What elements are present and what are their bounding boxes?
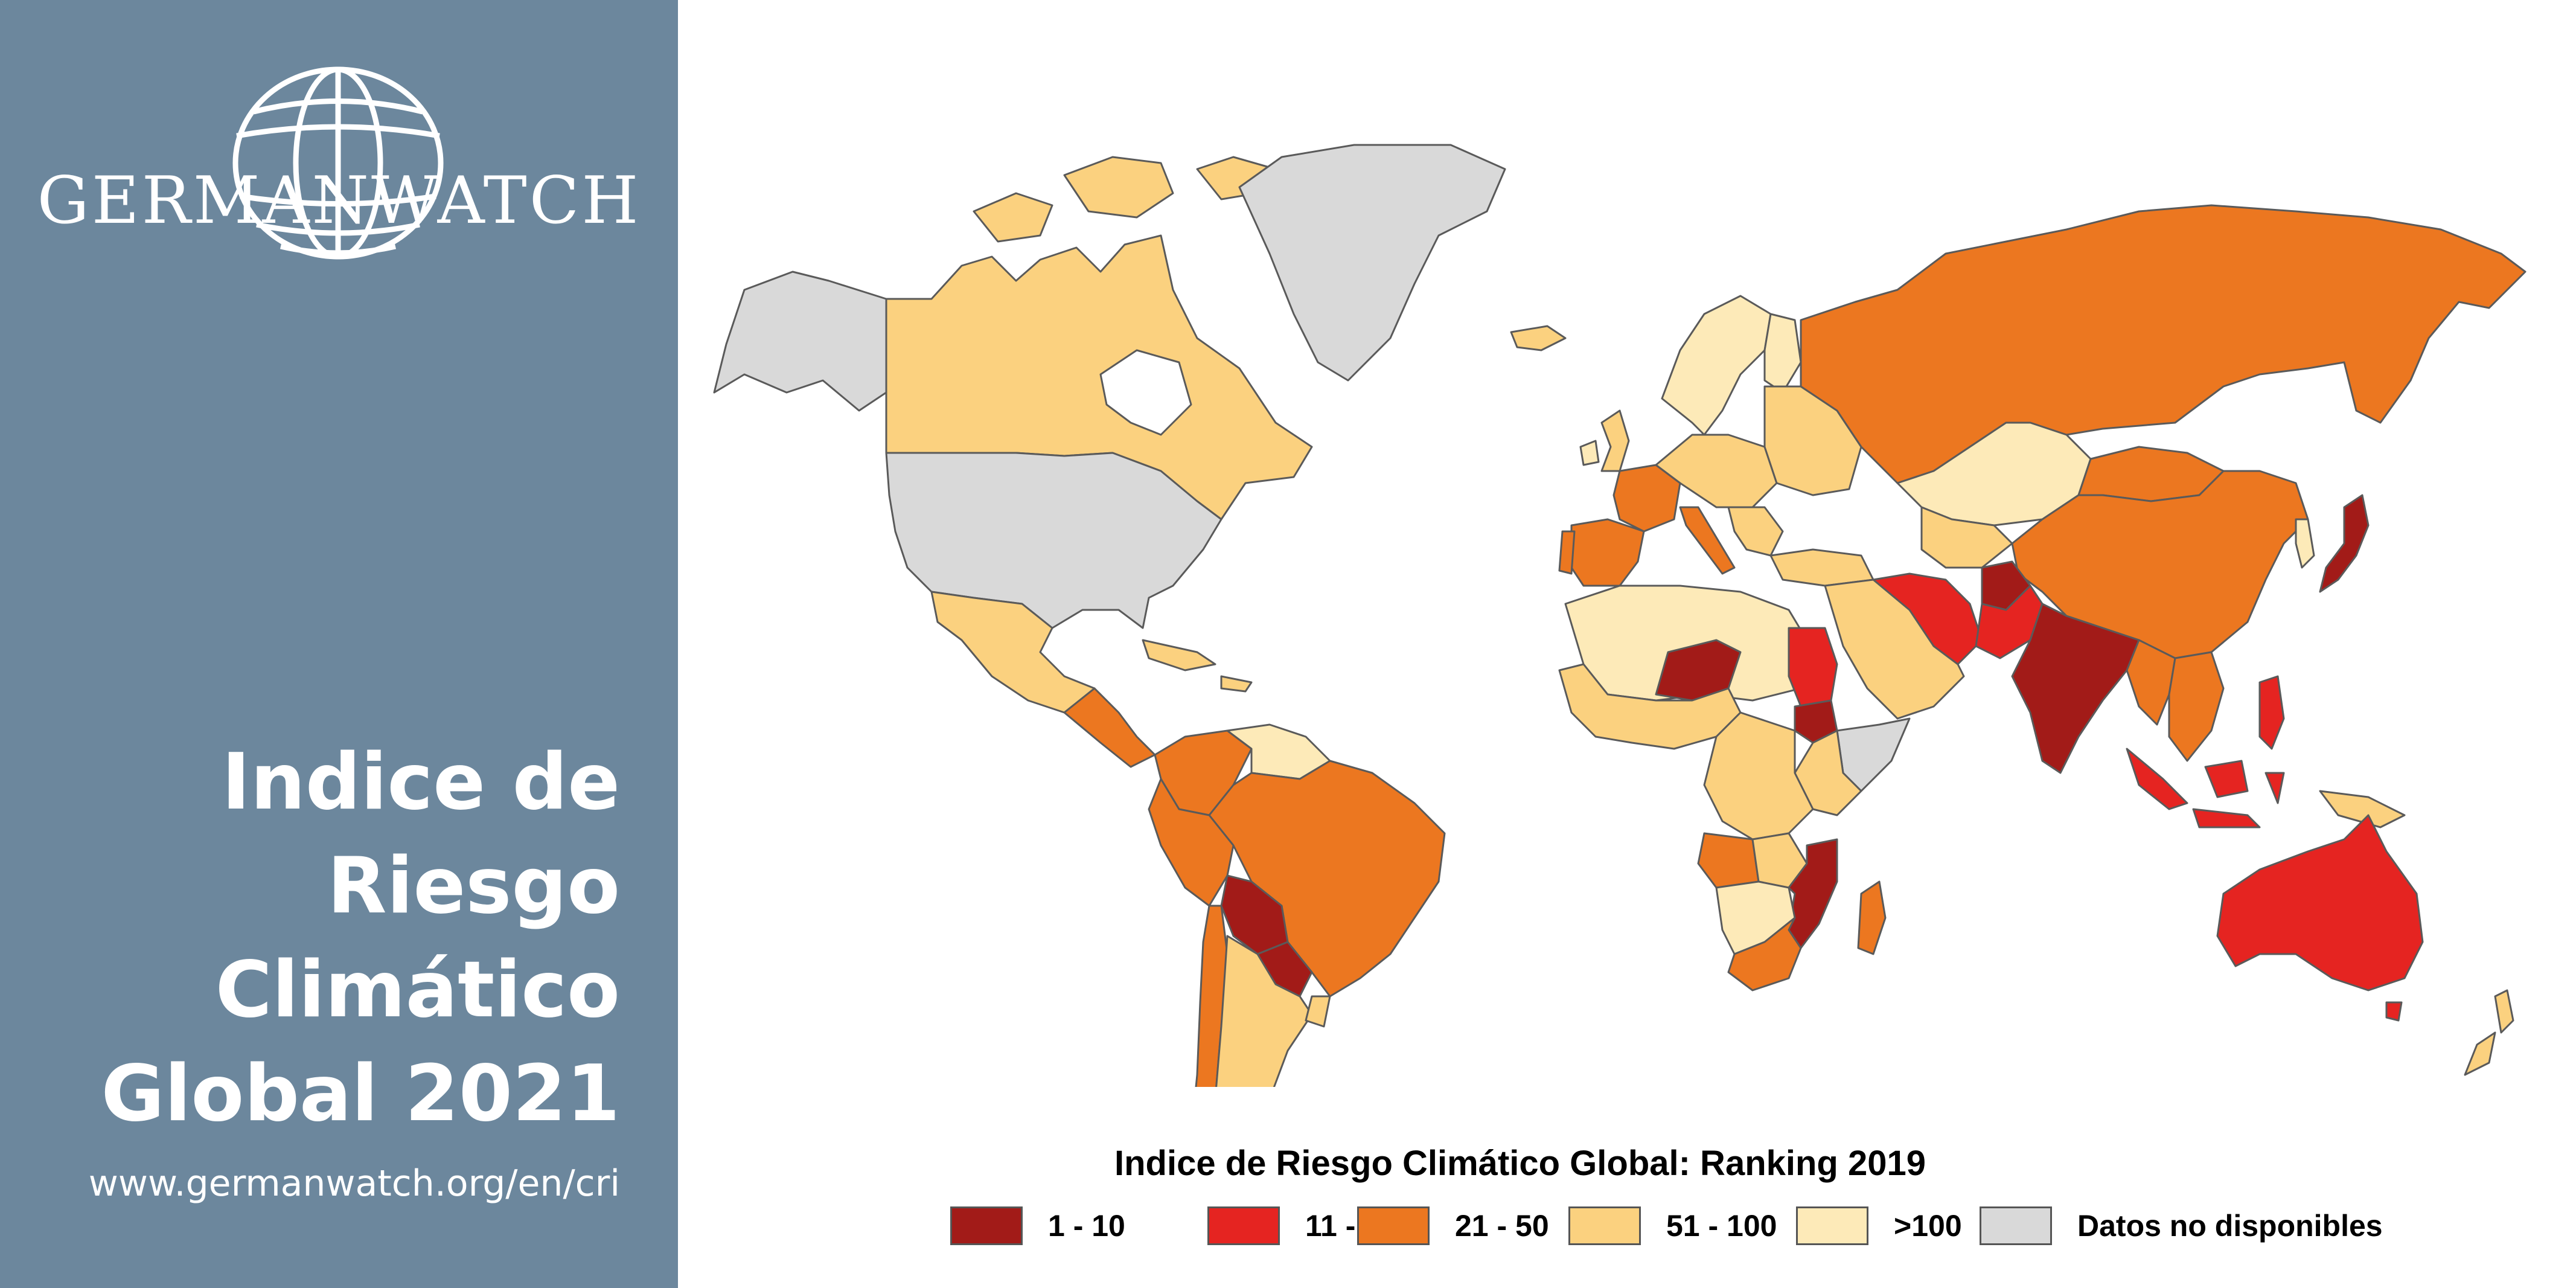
legend-swatch bbox=[1980, 1206, 2052, 1245]
sidebar-panel: GERMANWATCH Indice de Riesgo Climático G… bbox=[0, 0, 678, 1288]
legend-label: >100 bbox=[1894, 1209, 1962, 1243]
region-usa bbox=[885, 452, 1222, 629]
region-japan bbox=[2319, 494, 2370, 593]
region-ireland bbox=[1579, 440, 1600, 466]
region-madagascar bbox=[1857, 880, 1887, 955]
region-iceland bbox=[1510, 325, 1567, 351]
title-line-1: Indice de bbox=[222, 737, 620, 827]
legend-swatch bbox=[1207, 1206, 1280, 1245]
globe-logo-icon bbox=[232, 66, 444, 260]
legend-item: 21 - 50 bbox=[1357, 1206, 1549, 1245]
legend-label: 1 - 10 bbox=[1048, 1209, 1125, 1243]
region-angola bbox=[1697, 832, 1760, 889]
region-argentina bbox=[1215, 935, 1313, 1087]
region-uk bbox=[1600, 409, 1630, 472]
region-finland bbox=[1763, 313, 1802, 394]
legend-label: 51 - 100 bbox=[1666, 1209, 1777, 1243]
legend-item: 1 - 10 bbox=[950, 1206, 1125, 1245]
region-philippines bbox=[2258, 675, 2285, 750]
legend-swatch bbox=[1357, 1206, 1430, 1245]
legend-item: >100 bbox=[1796, 1206, 1962, 1245]
region-balkans bbox=[1727, 506, 1784, 557]
region-central-america bbox=[1063, 687, 1156, 768]
region-sudan bbox=[1788, 627, 1838, 708]
title-line-2: Riesgo bbox=[327, 841, 620, 931]
region-peru bbox=[1148, 778, 1235, 907]
legend-title: Indice de Riesgo Climático Global: Ranki… bbox=[1114, 1144, 1926, 1183]
region-russia bbox=[1800, 204, 2526, 484]
title-line-3: Climático bbox=[215, 945, 620, 1035]
region-alaska bbox=[713, 271, 887, 412]
legend-label: 21 - 50 bbox=[1455, 1209, 1549, 1243]
legend-label: Datos no disponibles bbox=[2077, 1209, 2383, 1243]
title-line-4: Global 2021 bbox=[101, 1049, 620, 1139]
region-tasmania bbox=[2385, 1001, 2403, 1022]
region-korea bbox=[2295, 518, 2315, 569]
region-italy bbox=[1679, 506, 1736, 575]
region-arctic-islands bbox=[973, 156, 1277, 243]
world-map bbox=[713, 144, 2526, 1087]
region-caribbean bbox=[1142, 639, 1253, 693]
region-australia bbox=[2216, 814, 2424, 992]
legend-swatch bbox=[1568, 1206, 1641, 1245]
region-new-zealand bbox=[2464, 989, 2514, 1076]
region-uruguay bbox=[1305, 995, 1331, 1028]
region-south-africa bbox=[1727, 917, 1802, 992]
legend-item: Datos no disponibles bbox=[1980, 1206, 2383, 1245]
region-hudson-bay bbox=[1099, 349, 1192, 436]
brand-name: GERMANWATCH bbox=[37, 163, 641, 239]
region-indochina bbox=[2168, 651, 2225, 762]
region-scandinavia bbox=[1661, 295, 1772, 436]
region-greenland bbox=[1238, 144, 1506, 382]
region-central-asia bbox=[1920, 506, 2013, 569]
region-portugal bbox=[1558, 530, 1576, 575]
website-link[interactable]: www.germanwatch.org/en/cri bbox=[88, 1162, 620, 1205]
page-title: Indice de Riesgo Climático Global 2021 bbox=[16, 731, 620, 1146]
region-india bbox=[2011, 603, 2140, 774]
legend-item: 51 - 100 bbox=[1568, 1206, 1777, 1245]
region-new-guinea bbox=[2319, 790, 2406, 828]
legend-swatch bbox=[950, 1206, 1023, 1245]
region-indonesia bbox=[2126, 748, 2285, 828]
legend-swatch bbox=[1796, 1206, 1868, 1245]
region-spain bbox=[1570, 518, 1645, 587]
region-central-africa bbox=[1703, 711, 1814, 841]
region-turkey bbox=[1769, 548, 1874, 587]
